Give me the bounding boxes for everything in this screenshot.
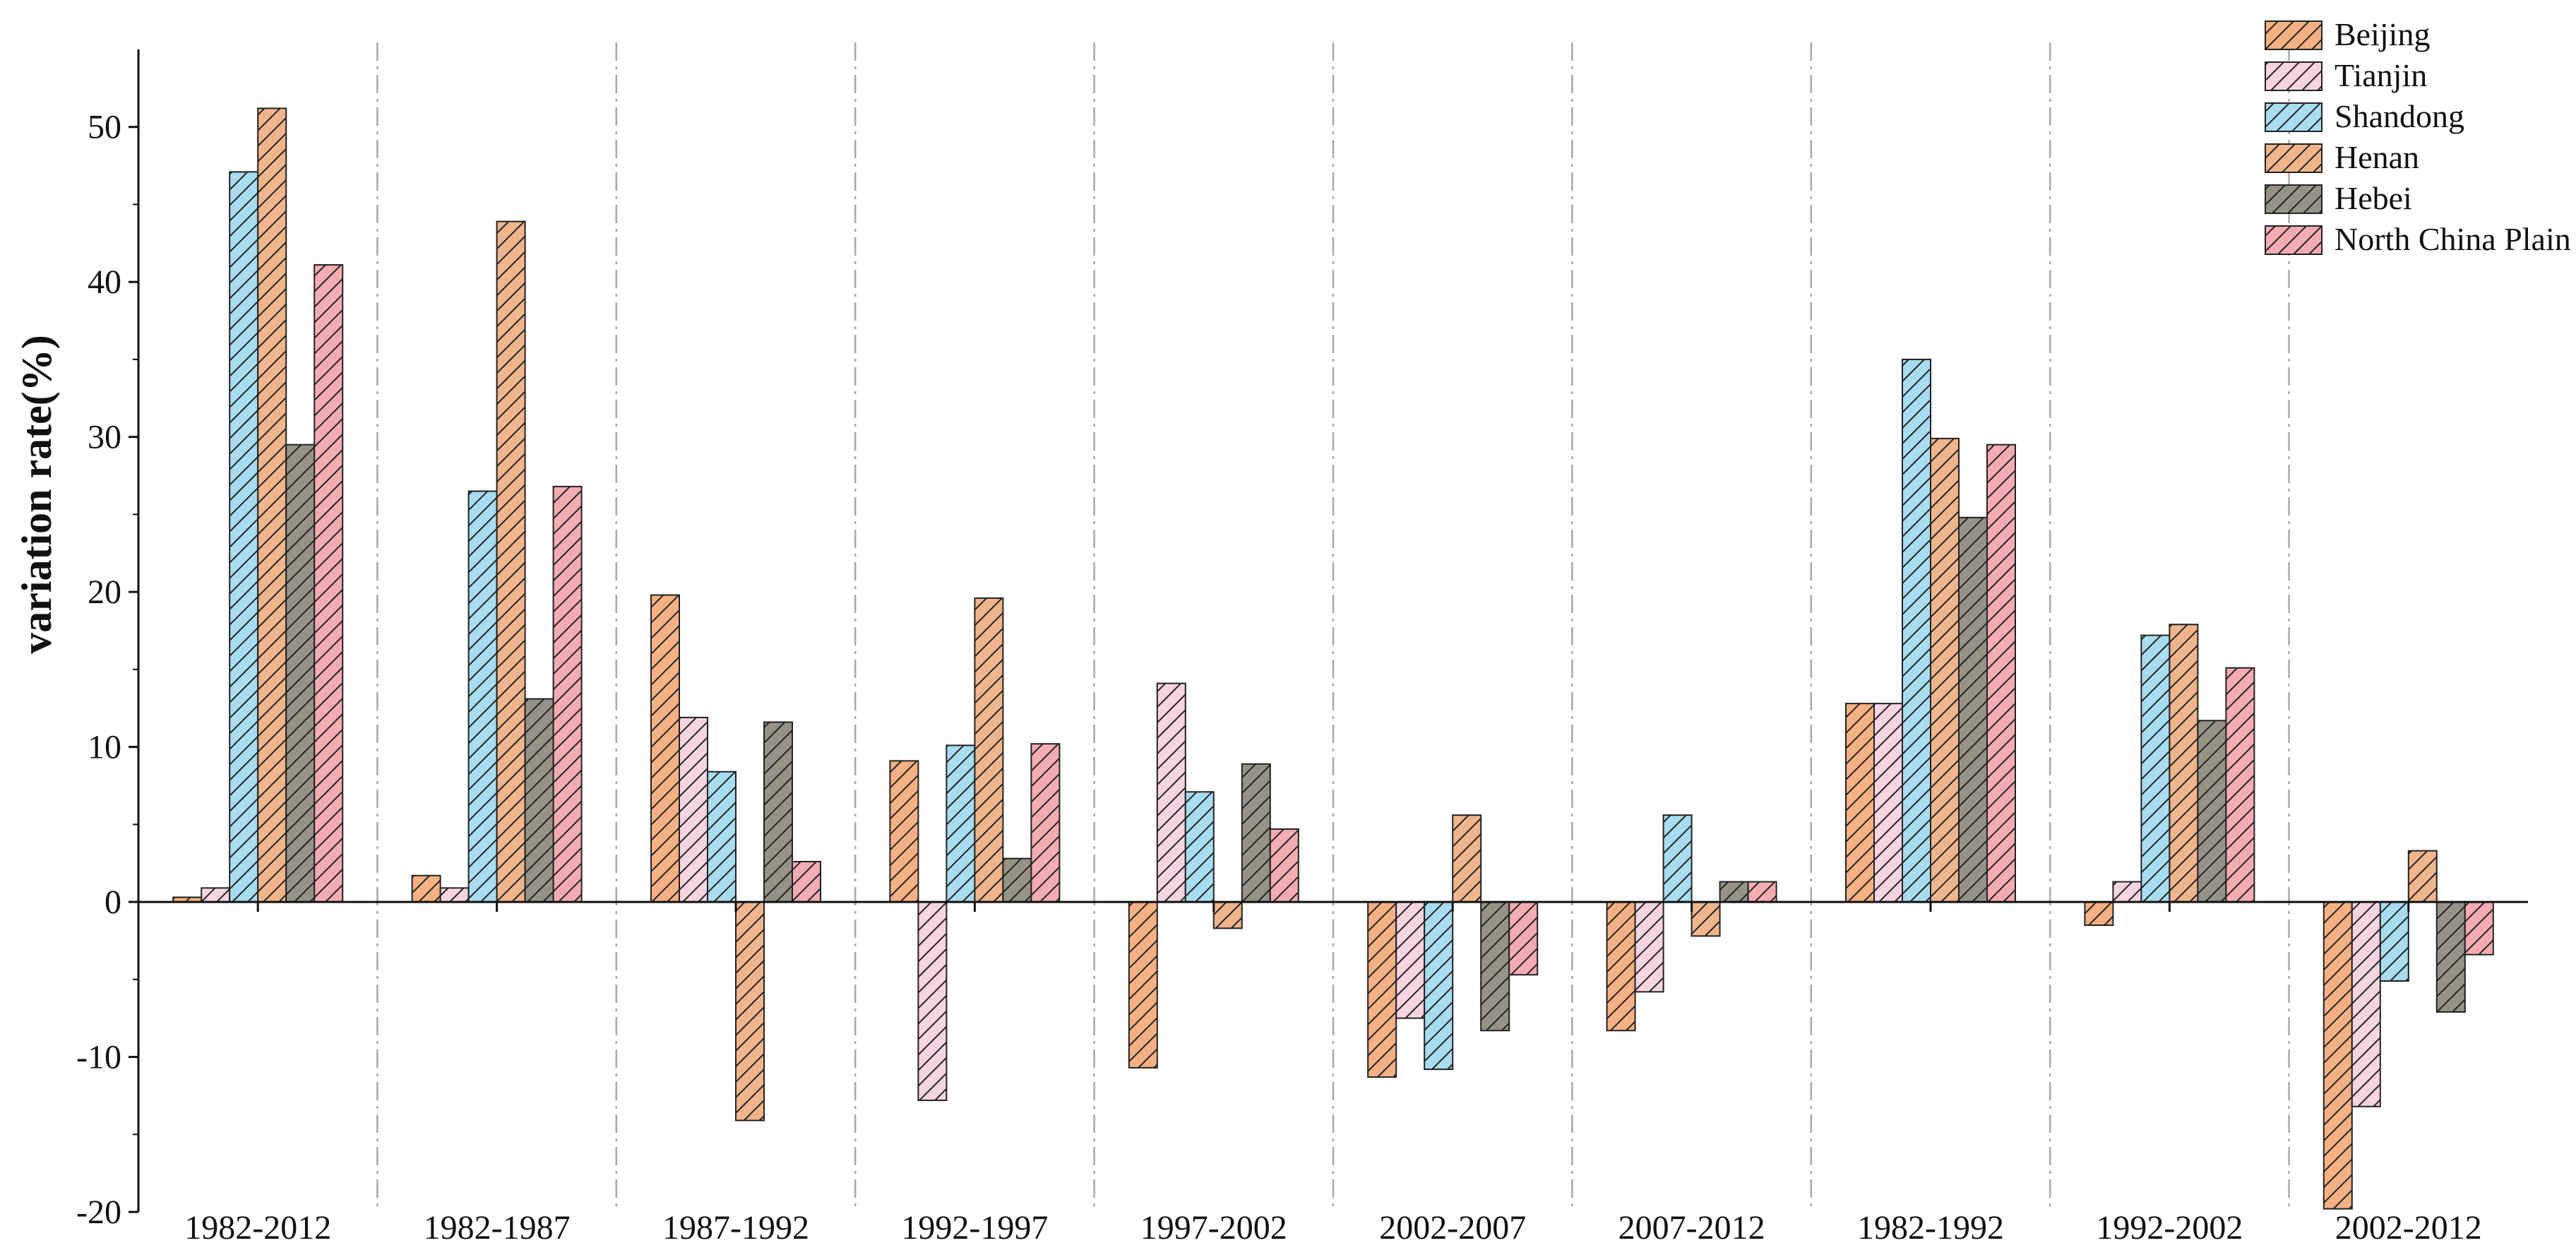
y-tick-label: 50 bbox=[88, 109, 121, 146]
bar-hebei-1982-1992 bbox=[1958, 516, 1988, 903]
y-tick-label: 20 bbox=[88, 573, 121, 611]
bar-beijing-1997-2002 bbox=[1128, 901, 1158, 1069]
bar-north-china-plain-1982-2012 bbox=[314, 264, 344, 903]
bar-henan-2007-2012 bbox=[1690, 901, 1721, 937]
bar-tianjin-2007-2012 bbox=[1634, 901, 1664, 993]
bar-shandong-1982-1992 bbox=[1902, 358, 1931, 903]
bar-henan-1997-2002 bbox=[1212, 901, 1243, 929]
y-ticks: -20 -10 0 10 20 30 40 50 bbox=[76, 109, 138, 1231]
bar-henan-1982-1987 bbox=[496, 220, 526, 903]
bar-beijing-1982-1987 bbox=[411, 874, 441, 903]
bar-henan-1982-1992 bbox=[1930, 437, 1960, 903]
bar-tianjin-2002-2012 bbox=[2351, 901, 2381, 1107]
bar-henan-1992-1997 bbox=[974, 597, 1004, 903]
y-tick-label: 30 bbox=[88, 419, 121, 456]
bar-hebei-1992-2002 bbox=[2197, 720, 2227, 903]
bar-hebei-2002-2012 bbox=[2435, 901, 2466, 1013]
bar-tianjin-1987-1992 bbox=[679, 716, 708, 903]
bar-north-china-plain-1987-1992 bbox=[792, 861, 821, 903]
bar-beijing-1987-1992 bbox=[650, 594, 680, 903]
x-tick-label: 2002-2007 bbox=[1379, 1209, 1526, 1243]
bar-hebei-2007-2012 bbox=[1719, 881, 1749, 903]
x-tick-label: 1982-1992 bbox=[1857, 1209, 2004, 1243]
bar-henan-2002-2012 bbox=[2407, 850, 2438, 903]
bar-hebei-2002-2007 bbox=[1480, 901, 1510, 1032]
x-tick-label: 1982-1987 bbox=[424, 1209, 571, 1243]
bar-henan-1992-2002 bbox=[2169, 624, 2199, 903]
bar-north-china-plain-1992-1997 bbox=[1030, 743, 1061, 903]
x-tick-label: 1982-2012 bbox=[184, 1209, 331, 1243]
bar-henan-1987-1992 bbox=[735, 901, 765, 1122]
group-separators bbox=[376, 42, 2290, 1212]
bar-beijing-2007-2012 bbox=[1606, 901, 1636, 1032]
bars bbox=[172, 107, 2494, 1210]
bar-shandong-2002-2007 bbox=[1424, 901, 1454, 1071]
bar-tianjin-1982-1992 bbox=[1873, 703, 1903, 903]
legend-label-shandong: Shandong bbox=[2334, 98, 2464, 134]
bar-henan-2002-2007 bbox=[1452, 814, 1482, 903]
legend-label-beijing: Beijing bbox=[2334, 16, 2430, 52]
y-tick-label: -20 bbox=[76, 1194, 121, 1231]
x-tick-label: 2007-2012 bbox=[1618, 1209, 1765, 1243]
legend-label-north-china-plain: North China Plain bbox=[2334, 221, 2571, 257]
x-tick-label: 1987-1992 bbox=[662, 1209, 809, 1243]
bar-beijing-1992-2002 bbox=[2084, 901, 2114, 926]
bar-shandong-2002-2012 bbox=[2379, 901, 2409, 982]
legend-label-tianjin: Tianjin bbox=[2334, 57, 2427, 93]
bar-north-china-plain-1997-2002 bbox=[1269, 828, 1299, 903]
bar-tianjin-1992-1997 bbox=[917, 901, 948, 1101]
legend-swatch-hebei bbox=[2265, 184, 2322, 214]
legend-swatch-beijing bbox=[2265, 20, 2322, 50]
bar-tianjin-2002-2007 bbox=[1395, 901, 1426, 1019]
bar-hebei-1992-1997 bbox=[1002, 857, 1032, 903]
x-tick-label: 1992-2002 bbox=[2096, 1209, 2243, 1243]
y-tick-label: 40 bbox=[88, 263, 121, 301]
bar-north-china-plain-2007-2012 bbox=[1747, 881, 1777, 903]
bar-shandong-1982-1987 bbox=[467, 490, 498, 903]
x-tick-label: 1997-2002 bbox=[1140, 1209, 1287, 1243]
bar-north-china-plain-2002-2012 bbox=[2464, 901, 2494, 956]
bar-tianjin-1982-2012 bbox=[201, 887, 231, 903]
bar-henan-1982-2012 bbox=[257, 107, 287, 903]
bar-shandong-1992-2002 bbox=[2140, 634, 2171, 903]
bar-hebei-1982-2012 bbox=[285, 444, 316, 903]
y-axis-title: variation rate(%) bbox=[13, 335, 60, 654]
bar-beijing-2002-2007 bbox=[1367, 901, 1397, 1078]
legend: Beijing Tianjin Shandong Henan Hebei North Ch… bbox=[2265, 16, 2571, 257]
bar-hebei-1997-2002 bbox=[1241, 763, 1271, 903]
y-tick-label: -10 bbox=[76, 1039, 121, 1076]
x-tick-label: 1992-1997 bbox=[901, 1209, 1048, 1243]
bar-shandong-1997-2002 bbox=[1184, 791, 1215, 903]
legend-label-henan: Henan bbox=[2334, 139, 2419, 175]
bar-hebei-1982-1987 bbox=[524, 698, 554, 903]
bar-beijing-1982-1992 bbox=[1845, 703, 1875, 903]
axes bbox=[137, 49, 2528, 1212]
bar-tianjin-1997-2002 bbox=[1156, 682, 1186, 903]
legend-swatch-tianjin bbox=[2265, 61, 2322, 91]
bar-beijing-1992-1997 bbox=[889, 760, 919, 903]
bar-beijing-2002-2012 bbox=[2322, 901, 2353, 1210]
bar-shandong-1987-1992 bbox=[707, 771, 737, 903]
bar-north-china-plain-2002-2007 bbox=[1508, 901, 1539, 976]
legend-swatch-north-china-plain bbox=[2265, 225, 2322, 255]
y-tick-label: 0 bbox=[105, 884, 121, 921]
bar-shandong-1992-1997 bbox=[946, 744, 976, 903]
legend-swatch-henan bbox=[2265, 143, 2322, 173]
bar-north-china-plain-1992-2002 bbox=[2225, 667, 2255, 903]
y-tick-label: 10 bbox=[88, 729, 121, 766]
x-tick-label: 2002-2012 bbox=[2335, 1209, 2482, 1243]
bar-tianjin-1982-1987 bbox=[439, 887, 470, 903]
x-ticks: 1982-2012 1982-1987 1987-1992 1992-1997 1997… bbox=[184, 902, 2482, 1243]
legend-label-hebei: Hebei bbox=[2334, 180, 2412, 216]
bar-tianjin-1992-2002 bbox=[2112, 881, 2142, 903]
bar-shandong-2007-2012 bbox=[1662, 814, 1693, 903]
legend-swatch-shandong bbox=[2265, 102, 2322, 132]
bar-hebei-1987-1992 bbox=[763, 721, 793, 903]
bar-north-china-plain-1982-1992 bbox=[1986, 444, 2016, 903]
bar-north-china-plain-1982-1987 bbox=[552, 485, 583, 903]
bar-shandong-1982-2012 bbox=[229, 171, 259, 903]
